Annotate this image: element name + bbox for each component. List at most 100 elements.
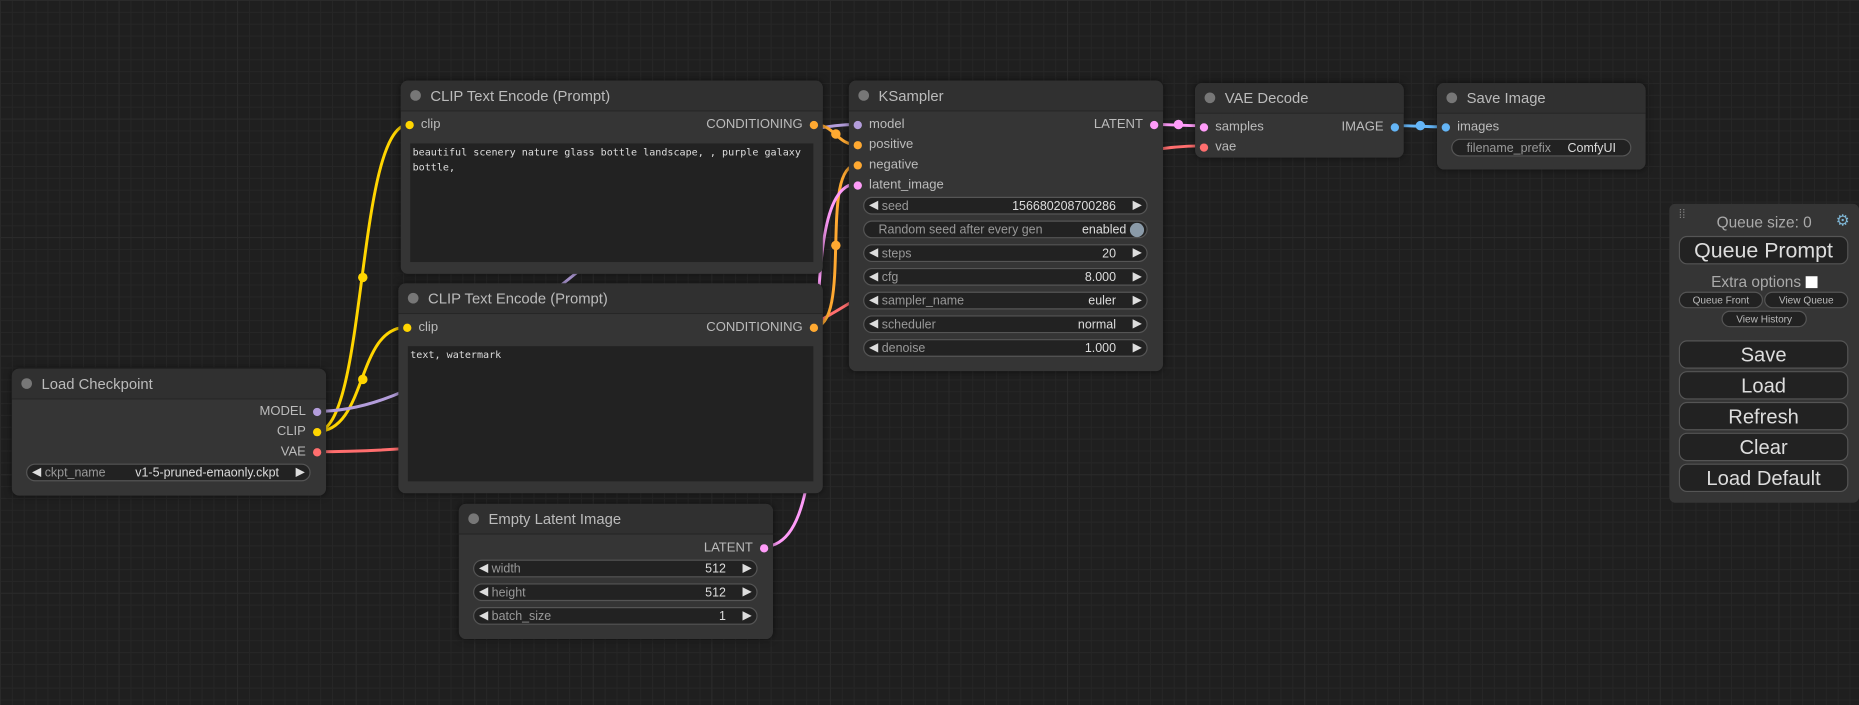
arrow-right-icon[interactable]: ▶ <box>742 585 752 599</box>
node-vae-decode[interactable]: VAE Decode samples vae IMAGE <box>1195 82 1404 158</box>
slot-dot-icon[interactable] <box>853 120 862 129</box>
arrow-right-icon[interactable]: ▶ <box>1132 341 1142 355</box>
height-number[interactable]: ◀ height 512 ▶ <box>473 583 758 602</box>
node-title[interactable]: Empty Latent Image <box>458 503 774 535</box>
slot-dot-icon[interactable] <box>759 543 769 552</box>
input-vae[interactable]: vae <box>1199 139 1236 156</box>
slot-dot-icon[interactable] <box>312 427 322 436</box>
width-number[interactable]: ◀ width 512 ▶ <box>473 559 758 578</box>
arrow-left-icon[interactable]: ◀ <box>478 585 489 599</box>
scheduler-combo[interactable]: ◀ scheduler normal ▶ <box>863 315 1148 334</box>
node-save-image[interactable]: Save Image images filename_prefix ComfyUI <box>1436 82 1646 170</box>
collapse-dot-icon[interactable] <box>858 90 870 101</box>
arrow-right-icon[interactable]: ▶ <box>1132 199 1142 213</box>
node-title[interactable]: CLIP Text Encode (Prompt) <box>398 283 823 315</box>
collapse-dot-icon[interactable] <box>468 513 479 525</box>
ckpt-name-combo[interactable]: ◀ ckpt_name v1-5-pruned-emaonly.ckpt ▶ <box>26 463 311 482</box>
slot-dot-icon[interactable] <box>809 323 819 332</box>
settings-gear-icon[interactable]: ⚙ <box>1835 211 1850 229</box>
node-clip-text-encode-negative[interactable]: CLIP Text Encode (Prompt) clip CONDITION… <box>398 283 823 494</box>
queue-front-button[interactable]: Queue Front <box>1678 291 1763 309</box>
sampler-name-combo[interactable]: ◀ sampler_name euler ▶ <box>863 291 1148 310</box>
output-latent[interactable]: LATENT <box>1094 116 1159 133</box>
slot-dot-icon[interactable] <box>1441 122 1450 132</box>
arrow-left-icon[interactable]: ◀ <box>869 199 879 213</box>
arrow-left-icon[interactable]: ◀ <box>478 561 489 576</box>
slot-dot-icon[interactable] <box>403 323 412 332</box>
prompt-textarea[interactable]: text, watermark <box>407 346 814 482</box>
node-title[interactable]: VAE Decode <box>1195 82 1404 114</box>
collapse-dot-icon[interactable] <box>410 90 421 101</box>
refresh-button[interactable]: Refresh <box>1678 401 1849 431</box>
save-button[interactable]: Save <box>1678 340 1849 369</box>
arrow-right-icon[interactable]: ▶ <box>742 609 752 623</box>
slot-dot-icon[interactable] <box>405 120 414 129</box>
extra-options-checkbox[interactable] <box>1805 276 1818 289</box>
input-images[interactable]: images <box>1441 119 1499 136</box>
output-conditioning[interactable]: CONDITIONING <box>706 319 819 336</box>
load-default-button[interactable]: Load Default <box>1678 463 1849 493</box>
arrow-left-icon[interactable]: ◀ <box>869 341 879 355</box>
collapse-dot-icon[interactable] <box>1204 92 1216 104</box>
slot-dot-icon[interactable] <box>853 160 862 169</box>
output-image[interactable]: IMAGE <box>1342 119 1400 136</box>
input-negative[interactable]: negative <box>853 156 918 173</box>
view-queue-button[interactable]: View Queue <box>1764 291 1849 309</box>
input-clip[interactable]: clip <box>403 319 438 336</box>
input-clip[interactable]: clip <box>405 116 440 133</box>
node-clip-text-encode-positive[interactable]: CLIP Text Encode (Prompt) clip CONDITION… <box>400 80 823 274</box>
output-latent[interactable]: LATENT <box>704 539 769 556</box>
collapse-dot-icon[interactable] <box>1446 92 1458 104</box>
cfg-number[interactable]: ◀ cfg 8.000 ▶ <box>863 267 1148 286</box>
prompt-textarea[interactable]: beautiful scenery nature glass bottle la… <box>410 143 814 263</box>
filename-prefix-text[interactable]: filename_prefix ComfyUI <box>1451 138 1632 157</box>
node-title[interactable]: Save Image <box>1436 82 1646 114</box>
arrow-left-icon[interactable]: ◀ <box>478 609 489 623</box>
arrow-right-icon[interactable]: ▶ <box>1132 270 1142 284</box>
slot-dot-icon[interactable] <box>312 407 322 416</box>
output-clip[interactable]: CLIP <box>277 423 322 440</box>
slot-dot-icon[interactable] <box>1390 122 1400 132</box>
collapse-dot-icon[interactable] <box>407 292 419 304</box>
arrow-right-icon[interactable]: ▶ <box>295 465 305 479</box>
slot-dot-icon[interactable] <box>853 140 862 149</box>
slot-dot-icon[interactable] <box>1150 120 1159 129</box>
input-model[interactable]: model <box>853 116 905 133</box>
slot-dot-icon[interactable] <box>853 180 862 190</box>
slot-dot-icon[interactable] <box>312 447 322 456</box>
arrow-left-icon[interactable]: ◀ <box>869 294 879 308</box>
arrow-left-icon[interactable]: ◀ <box>32 465 42 479</box>
arrow-right-icon[interactable]: ▶ <box>1132 317 1142 331</box>
arrow-right-icon[interactable]: ▶ <box>1132 246 1142 260</box>
steps-number[interactable]: ◀ steps 20 ▶ <box>863 244 1148 263</box>
output-vae[interactable]: VAE <box>281 443 322 460</box>
seed-number[interactable]: ◀ seed 156680208700286 ▶ <box>863 196 1148 215</box>
node-title[interactable]: Load Checkpoint <box>11 368 327 400</box>
arrow-right-icon[interactable]: ▶ <box>1132 294 1142 308</box>
queue-prompt-button[interactable]: Queue Prompt <box>1678 235 1849 265</box>
load-button[interactable]: Load <box>1678 371 1849 400</box>
clear-button[interactable]: Clear <box>1678 432 1849 462</box>
node-title[interactable]: KSampler <box>848 80 1164 112</box>
arrow-left-icon[interactable]: ◀ <box>869 246 879 260</box>
slot-dot-icon[interactable] <box>1199 122 1209 132</box>
collapse-dot-icon[interactable] <box>21 378 33 389</box>
arrow-right-icon[interactable]: ▶ <box>742 561 752 576</box>
arrow-left-icon[interactable]: ◀ <box>869 317 879 331</box>
drag-handle-icon[interactable]: ⁞⁞ <box>1678 208 1686 222</box>
output-model[interactable]: MODEL <box>259 403 322 420</box>
toggle-knob-icon[interactable] <box>1129 222 1145 237</box>
output-conditioning[interactable]: CONDITIONING <box>706 116 819 133</box>
input-samples[interactable]: samples <box>1199 119 1264 136</box>
slot-dot-icon[interactable] <box>809 120 819 129</box>
slot-dot-icon[interactable] <box>1199 142 1209 152</box>
input-positive[interactable]: positive <box>853 136 913 153</box>
node-title[interactable]: CLIP Text Encode (Prompt) <box>400 80 823 112</box>
batch-size-number[interactable]: ◀ batch_size 1 ▶ <box>473 607 758 625</box>
random-seed-toggle[interactable]: Random seed after every gen enabled <box>863 220 1148 239</box>
view-history-button[interactable]: View History <box>1721 310 1807 328</box>
node-empty-latent-image[interactable]: Empty Latent Image LATENT ◀ width 512 ▶ ◀ he… <box>458 503 774 640</box>
node-load-checkpoint[interactable]: Load Checkpoint MODEL CLIP VAE ◀ ckpt_nam… <box>11 368 327 496</box>
input-latent-image[interactable]: latent_image <box>853 177 944 194</box>
arrow-left-icon[interactable]: ◀ <box>869 270 879 284</box>
